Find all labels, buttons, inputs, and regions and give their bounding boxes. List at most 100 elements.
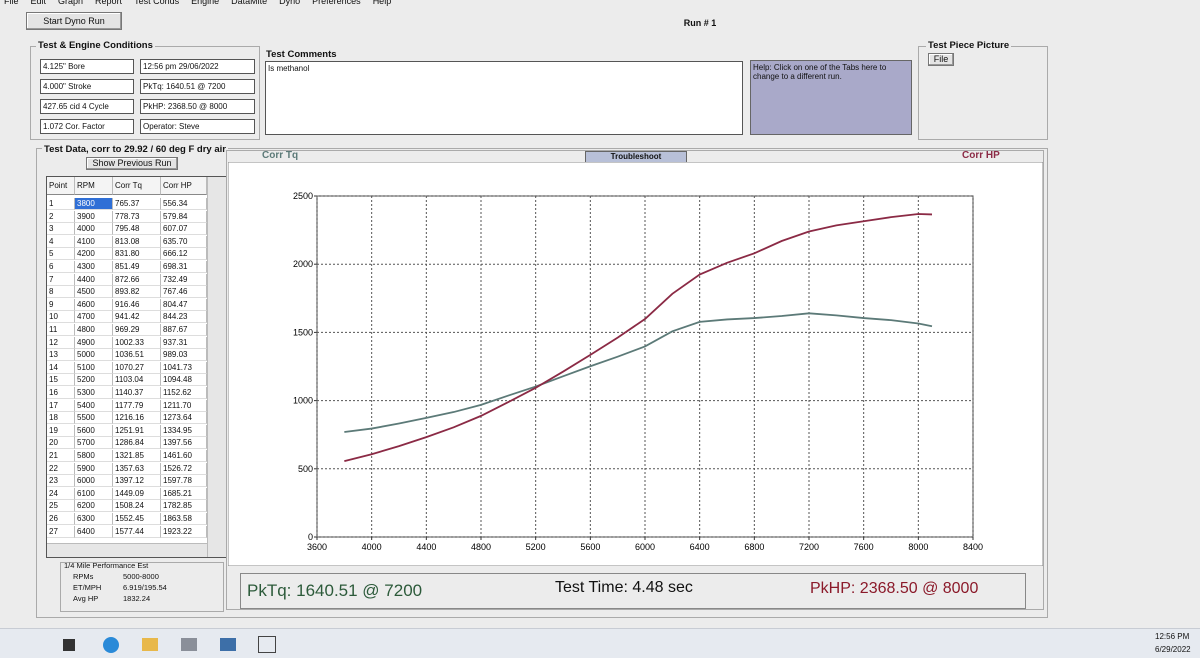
table-cell: 1552.45 — [113, 513, 161, 525]
table-cell: 813.08 — [113, 235, 161, 248]
performance-cell: ET/MPH — [73, 583, 102, 592]
peak-torque-readout: PkTq: 1640.51 @ 7200 — [247, 581, 423, 600]
menu-item[interactable]: Edit — [30, 0, 47, 6]
h-scrollbar[interactable] — [47, 543, 207, 557]
performance-cell: Avg HP — [73, 594, 99, 603]
table-cell: 5 — [47, 248, 75, 261]
clock-time: 12:56 PM — [1155, 632, 1190, 641]
table-cell: 969.29 — [113, 324, 161, 336]
table-cell: 844.23 — [161, 311, 207, 324]
table-cell: 4400 — [75, 273, 113, 286]
menu-item[interactable]: Graph — [58, 0, 84, 6]
table-cell: 831.80 — [113, 248, 161, 261]
table-cell: 732.49 — [161, 273, 207, 286]
table-cell: 5900 — [75, 462, 113, 475]
table-cell: 607.07 — [161, 223, 207, 236]
table-cell: 17 — [47, 399, 75, 412]
mail-icon[interactable] — [220, 638, 236, 651]
table-cell: 804.47 — [161, 298, 207, 311]
table-cell: 1273.64 — [161, 412, 207, 425]
table-cell: 22 — [47, 462, 75, 475]
menu-item[interactable]: DataMite — [231, 0, 268, 6]
table-cell: 1036.51 — [113, 349, 161, 362]
performance-cell: 6.919/195.54 — [123, 583, 167, 592]
data-table: Point RPM Corr Tq Corr HP 1 3800 765.37 556.34 2… — [46, 176, 232, 558]
explorer-icon[interactable] — [142, 638, 158, 651]
series-label: Corr HP — [962, 150, 1000, 161]
table-cell: 1002.33 — [113, 336, 161, 349]
table-cell: 1461.60 — [161, 450, 207, 462]
table-cell: 795.48 — [113, 223, 161, 236]
table-cell: 6 — [47, 261, 75, 273]
table-cell: 666.12 — [161, 248, 207, 261]
table-cell: 4300 — [75, 261, 113, 273]
readout-box — [240, 573, 1026, 609]
table-cell: 1526.72 — [161, 462, 207, 475]
file-button[interactable]: File — [928, 53, 954, 66]
table-cell: 4700 — [75, 311, 113, 324]
table-cell: 27 — [47, 525, 75, 538]
start-button[interactable]: Start Dyno Run — [26, 12, 122, 30]
x-tick-label: 7600 — [854, 542, 874, 552]
table-cell: 1140.37 — [113, 387, 161, 399]
menu-item[interactable]: Engine — [191, 0, 220, 6]
table-cell: 3 — [47, 223, 75, 236]
table-cell: 5200 — [75, 374, 113, 387]
table-cell: 1216.16 — [113, 412, 161, 425]
table-cell: 872.66 — [113, 273, 161, 286]
table-cell: 579.84 — [161, 210, 207, 223]
comments-box[interactable]: Is methanol — [265, 61, 743, 135]
table-cell: 4200 — [75, 248, 113, 261]
table-cell: 5300 — [75, 387, 113, 399]
menu-item[interactable]: Preferences — [312, 0, 361, 6]
menu-item[interactable]: Dyno — [279, 0, 301, 6]
table-cell: 556.34 — [161, 198, 207, 210]
comments-title: Test Comments — [264, 49, 339, 60]
table-cell: 18 — [47, 412, 75, 425]
table-cell: 1103.04 — [113, 374, 161, 387]
column-header: Point — [47, 177, 75, 195]
table-cell: 1863.58 — [161, 513, 207, 525]
menu-item[interactable]: File — [4, 0, 19, 6]
table-cell: 5800 — [75, 450, 113, 462]
table-cell: 1211.70 — [161, 399, 207, 412]
performance-box: 1/4 Mile Performance Est RPMs 5000-8000 ET/… — [60, 561, 224, 612]
table-cell: 6400 — [75, 525, 113, 538]
table-cell: 5500 — [75, 412, 113, 425]
table-cell: 10 — [47, 311, 75, 324]
x-tick-label: 8400 — [963, 542, 983, 552]
y-tick-label: 2000 — [293, 259, 313, 269]
menu-item[interactable]: Report — [95, 0, 123, 6]
start-icon[interactable] — [63, 639, 75, 651]
x-tick-label: 6800 — [744, 542, 764, 552]
edge-icon[interactable] — [103, 637, 119, 653]
table-cell: 698.31 — [161, 261, 207, 273]
table-cell: 1177.79 — [113, 399, 161, 412]
table-cell: 1397.12 — [113, 475, 161, 488]
dyno-icon[interactable] — [258, 636, 276, 653]
app-icon[interactable] — [181, 638, 197, 651]
y-tick-label: 500 — [298, 464, 313, 474]
table-cell: 6300 — [75, 513, 113, 525]
table-cell: 13 — [47, 349, 75, 362]
table-cell: 15 — [47, 374, 75, 387]
table-cell: 778.73 — [113, 210, 161, 223]
table-cell: 24 — [47, 487, 75, 500]
table-cell: 4600 — [75, 298, 113, 311]
table-cell: 2 — [47, 210, 75, 223]
column-header: Corr Tq — [113, 177, 161, 195]
y-tick-label: 2500 — [293, 191, 313, 201]
menu-item[interactable]: Test Conds — [134, 0, 180, 6]
table-cell: 4900 — [75, 336, 113, 349]
table-cell: 16 — [47, 387, 75, 399]
condition-field: 4.125" Bore — [40, 59, 134, 74]
table-cell: 3900 — [75, 210, 113, 223]
clock-date: 6/29/2022 — [1155, 645, 1191, 654]
table-cell: 5000 — [75, 349, 113, 362]
table-cell: 767.46 — [161, 286, 207, 299]
column-header: Corr HP — [161, 177, 207, 195]
table-cell: 937.31 — [161, 336, 207, 349]
table-cell: 887.67 — [161, 324, 207, 336]
menu-item[interactable]: Help — [372, 0, 392, 6]
previous-run-button[interactable]: Show Previous Run — [86, 157, 178, 170]
